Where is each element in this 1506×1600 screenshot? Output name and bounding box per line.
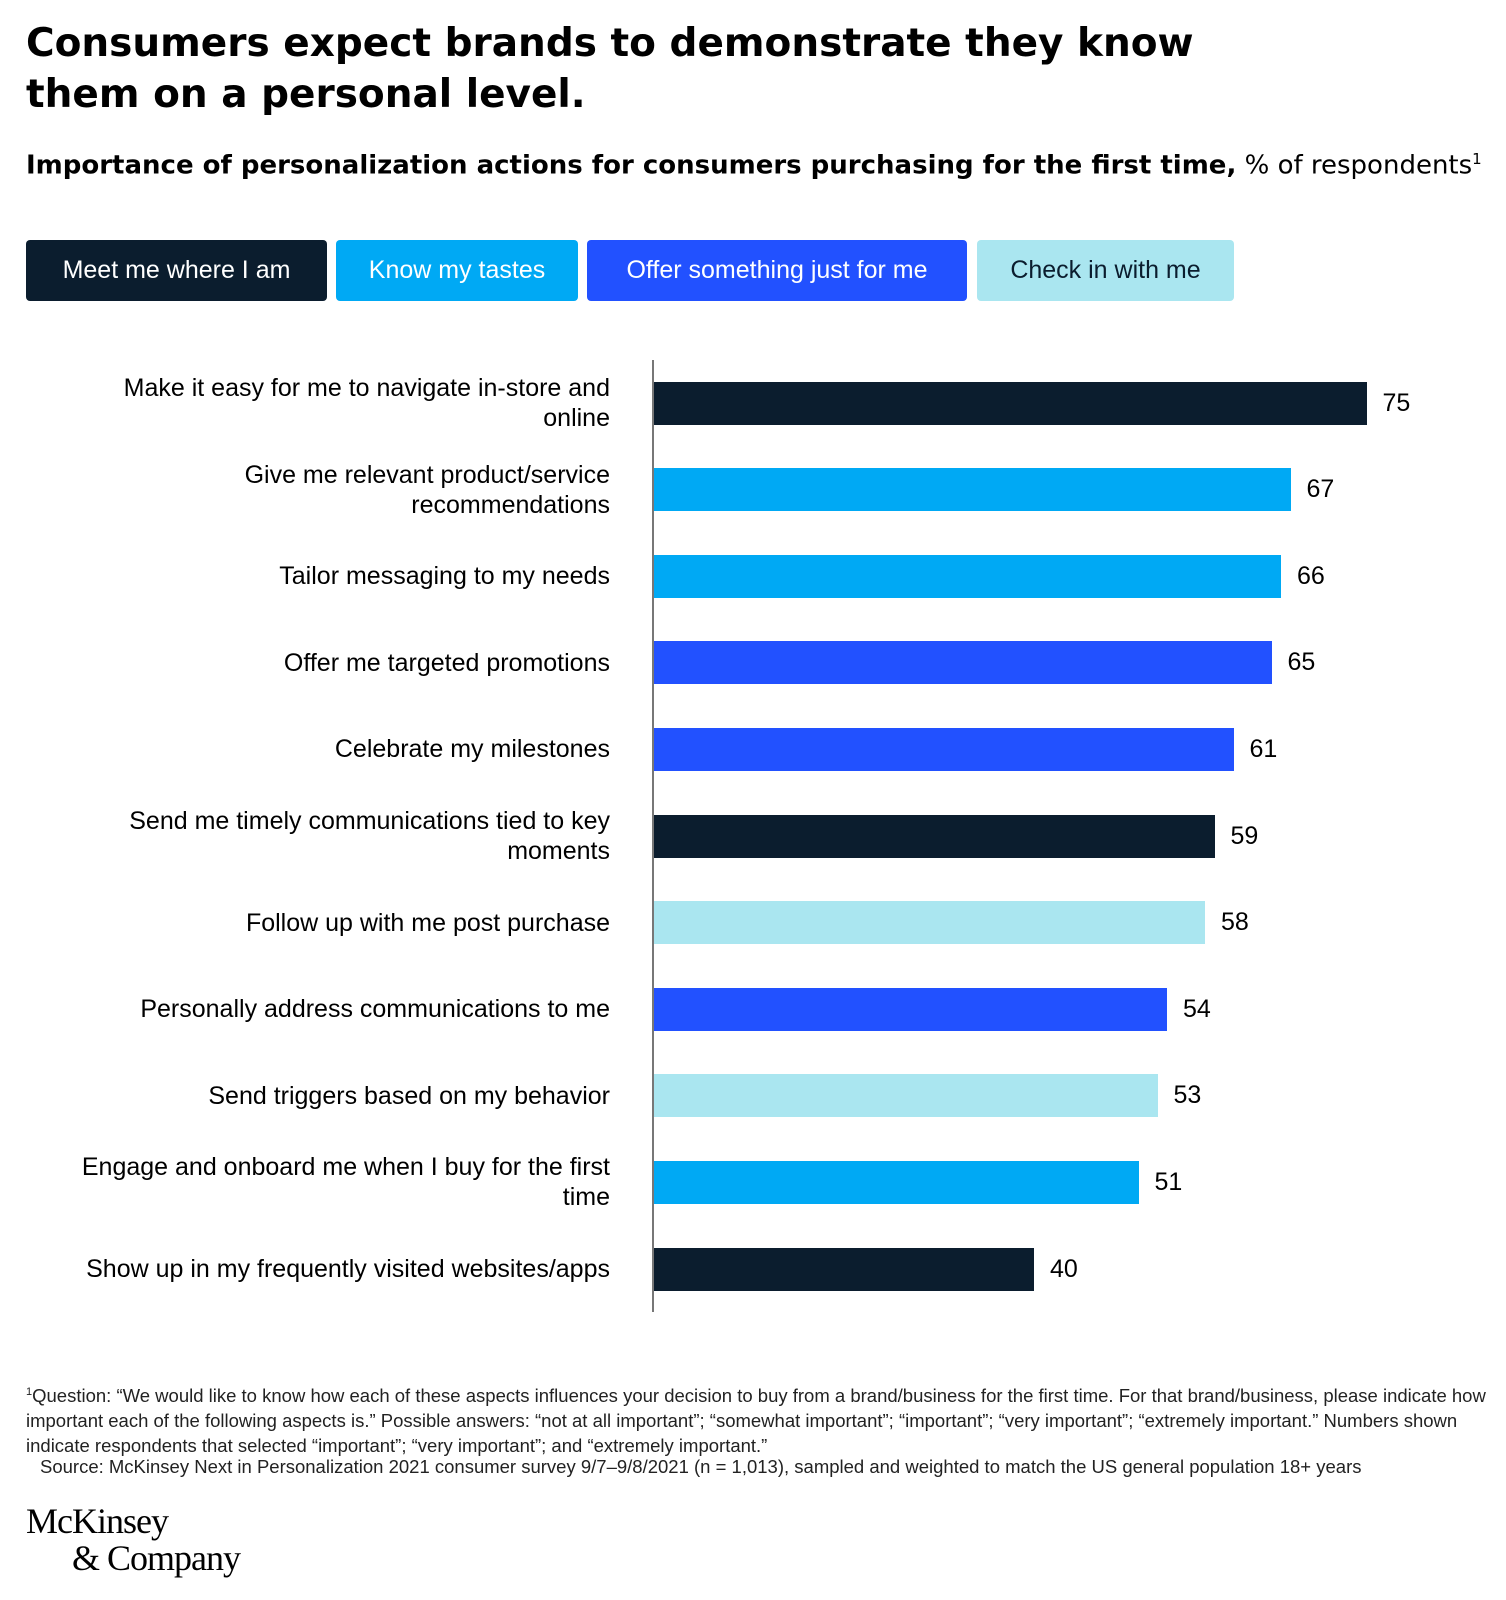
value-label: 58 (1221, 908, 1249, 937)
y-tick-label: Show up in my frequently visited website… (86, 1255, 610, 1283)
value-label: 67 (1306, 475, 1335, 504)
bar (654, 1074, 1158, 1118)
axis-line (652, 360, 654, 1312)
subtitle: Importance of personalization actions fo… (26, 150, 1482, 181)
bar (654, 1160, 1139, 1204)
value-label: 40 (1050, 1254, 1078, 1283)
bar (654, 727, 1234, 771)
source: Source: McKinsey Next in Personalization… (40, 1456, 1362, 1477)
legend-item: Offer something just for me (587, 240, 967, 301)
value-label: 51 (1154, 1167, 1183, 1196)
y-tick-label: Send triggers based on my behavior (208, 1081, 610, 1110)
subtitle-note: 1 (1472, 150, 1482, 168)
y-tick-label: Send me timely communications tied to ke… (129, 807, 610, 865)
y-tick-label: Offer me targeted promotions (283, 648, 610, 677)
bar (654, 814, 1215, 858)
y-tick-label: Celebrate my milestones (334, 735, 610, 764)
value-label: 66 (1297, 561, 1325, 590)
bar (654, 468, 1291, 512)
bar (654, 1247, 1034, 1291)
value-label: 65 (1287, 648, 1316, 677)
legend-item: Know my tastes (336, 240, 578, 301)
value-label: 59 (1230, 821, 1259, 850)
value-label: 53 (1173, 1081, 1202, 1110)
y-tick-label: Give me relevant product/service recomme… (244, 460, 610, 519)
footnote-marker: 1 (26, 1386, 33, 1398)
bar (654, 641, 1272, 685)
y-tick-label: Tailor messaging to my needs (279, 562, 610, 591)
y-tick-label: Make it easy for me to navigate in-store… (123, 374, 610, 432)
value-label: 54 (1183, 994, 1211, 1023)
bar (654, 381, 1367, 425)
subtitle-main: Importance of personalization actions fo… (26, 150, 1237, 181)
legend-item: Check in with me (977, 240, 1234, 301)
y-tick-label: Engage and onboard me when I buy for the… (81, 1153, 610, 1212)
chart-title: Consumers expect brands to demonstrate t… (26, 21, 1194, 117)
value-label: 61 (1249, 734, 1278, 763)
footnote: 1Question: “We would like to know how ea… (26, 1380, 1486, 1458)
value-label: 75 (1382, 388, 1411, 417)
bar (654, 901, 1205, 945)
subtitle-unit: % of respondents (1244, 150, 1473, 181)
logo-line: McKinsey (26, 1501, 169, 1541)
y-tick-label: Personally address communications to me (140, 995, 610, 1024)
legend-item: Meet me where I am (26, 240, 327, 301)
logo-line: & Company (72, 1538, 241, 1578)
bar (654, 554, 1281, 598)
y-tick-label: Follow up with me post purchase (245, 908, 610, 937)
footnote-text: Question: “We would like to know how eac… (26, 1385, 1486, 1457)
bar (654, 987, 1167, 1031)
